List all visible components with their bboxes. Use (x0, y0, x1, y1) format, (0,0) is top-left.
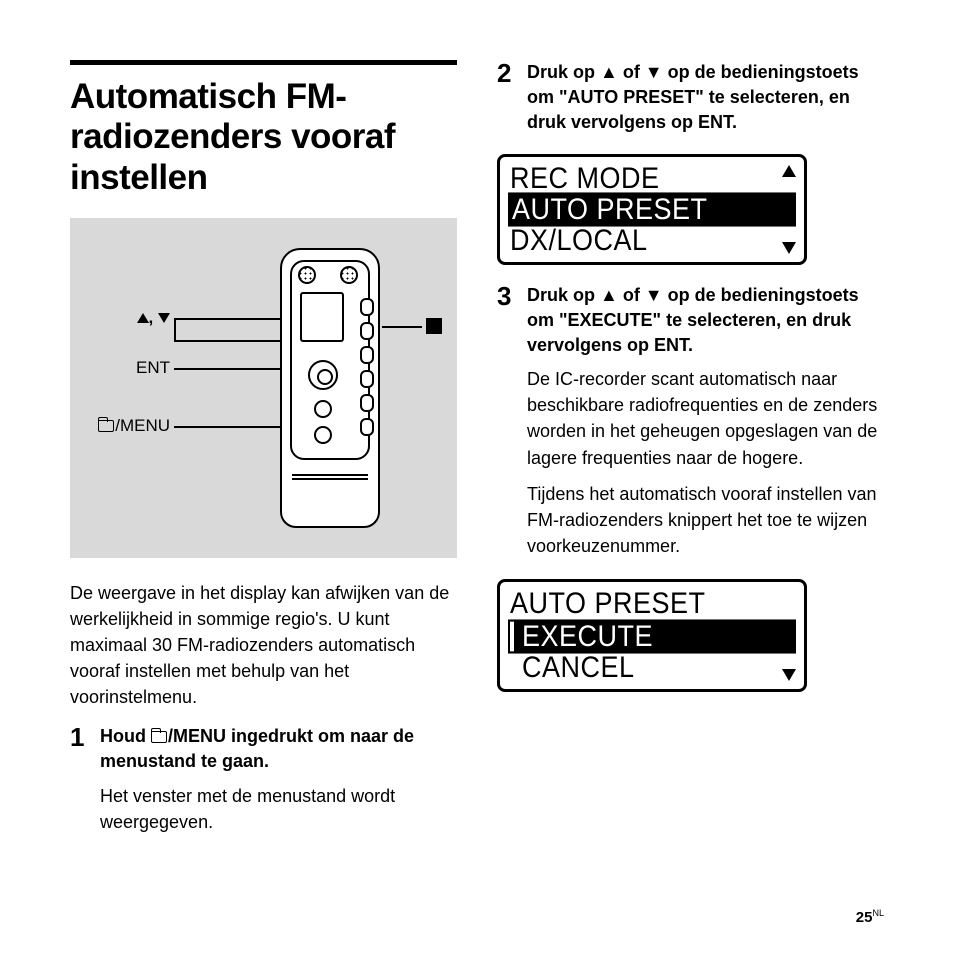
page-title: Automatisch FM-radiozenders vooraf inste… (70, 77, 457, 198)
arrows-label: , (70, 308, 170, 328)
page-number: 25NL (856, 908, 884, 926)
step-3: 3 Druk op ▲ of ▼ op de bedieningstoets o… (497, 283, 884, 569)
lcd1-row3: DX/LOCAL (508, 223, 796, 257)
scroll-down-icon (782, 242, 796, 254)
stop-icon (426, 318, 442, 334)
step-2: 2 Druk op ▲ of ▼ op de bedieningstoets o… (497, 60, 884, 144)
lcd2-row3: CANCEL (508, 650, 796, 684)
scroll-down-icon (782, 669, 796, 681)
folder-icon (151, 731, 167, 743)
lcd1-row2: AUTO PRESET (508, 192, 796, 226)
lcd2-row2: EXECUTE (508, 619, 796, 653)
intro-text: De weergave in het display kan afwijken … (70, 580, 457, 710)
lcd2-row1: AUTO PRESET (508, 586, 796, 620)
scroll-up-icon (782, 165, 796, 177)
scroll-up-icon (782, 622, 796, 634)
menu-label: /MENU (70, 416, 170, 436)
step-1: 1 Houd /MENU ingedrukt om naar de menust… (70, 724, 457, 845)
lcd-display-1: REC MODE AUTO PRESET DX/LOCAL (497, 154, 807, 265)
lcd-display-2: AUTO PRESET EXECUTE CANCEL (497, 579, 807, 692)
device-illustration: , ENT /MENU (70, 218, 457, 558)
lcd1-row1: REC MODE (508, 161, 796, 195)
ent-label: ENT (70, 358, 170, 378)
